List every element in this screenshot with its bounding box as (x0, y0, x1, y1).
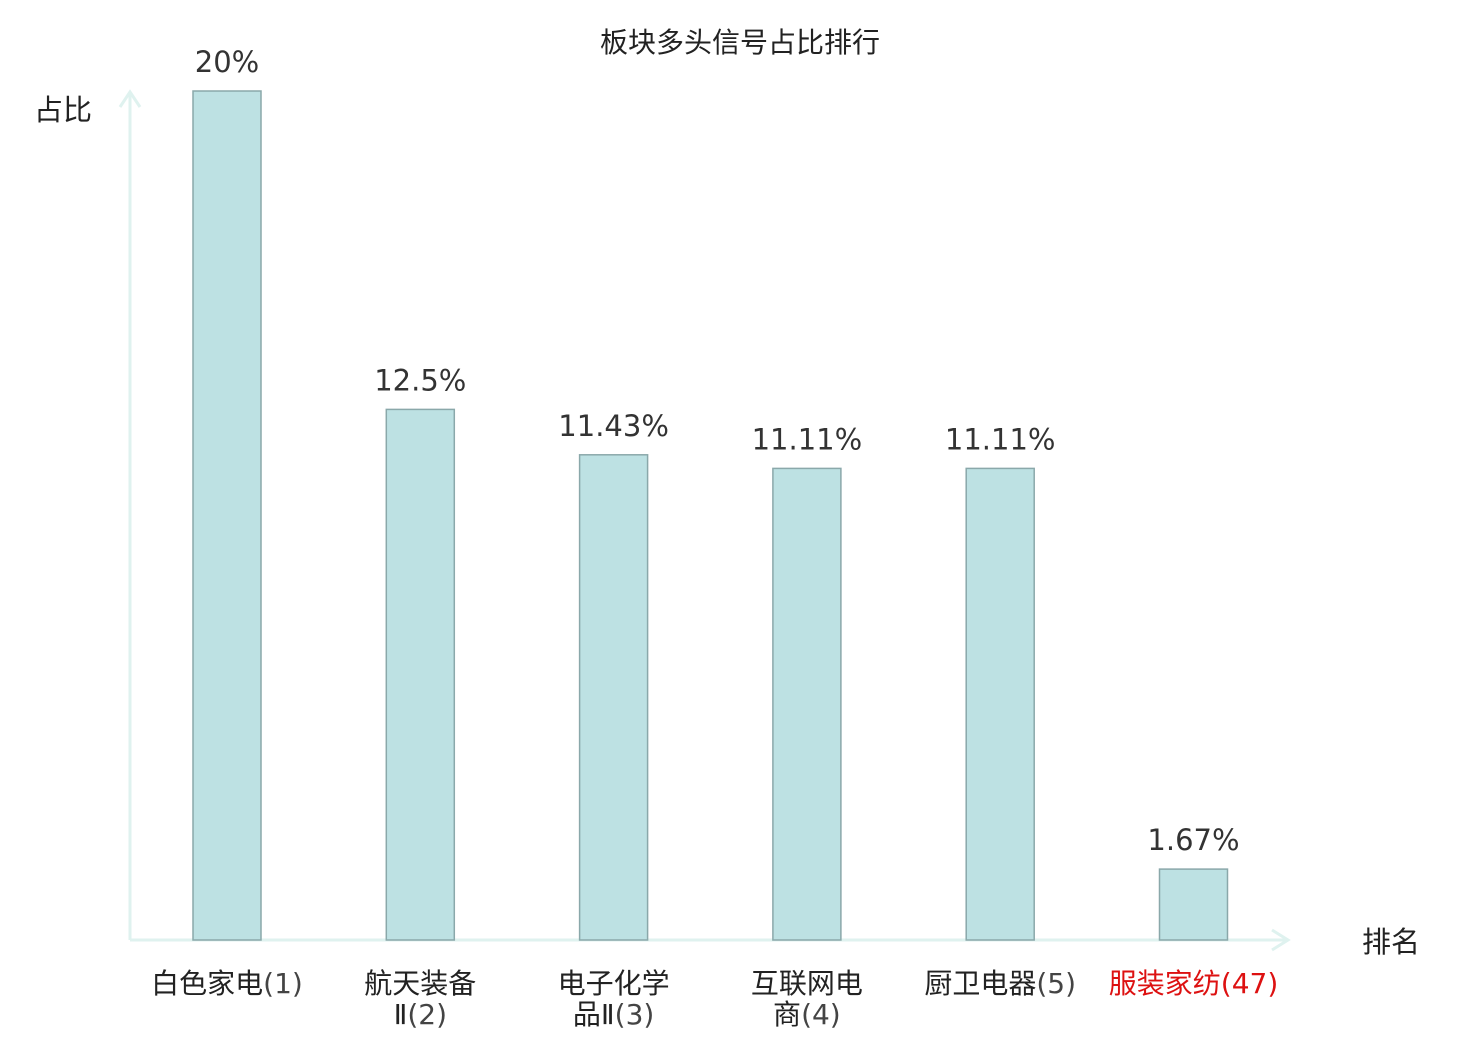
data-label: 11.11% (945, 422, 1056, 456)
x-axis (130, 928, 1291, 952)
x-tick-label-name: 品Ⅱ (573, 998, 615, 1031)
chart-title: 板块多头信号占比排行 (600, 26, 880, 59)
x-tick-label: 服装家纺(47) (1109, 967, 1279, 1000)
x-tick-label-line: 互联网电 (751, 967, 863, 1000)
x-tick-label-line: 商(4) (773, 998, 841, 1031)
x-tick-label-name: 服装家纺 (1109, 967, 1221, 1000)
data-label: 12.5% (374, 363, 466, 397)
x-tick-label-name: 商 (773, 998, 801, 1031)
data-label: 20% (195, 45, 259, 79)
x-axis-label: 排名 (1362, 925, 1420, 959)
category-labels-group: 白色家电(1) 航天装备 Ⅱ(2) 电子化学品Ⅱ(3) 互联网电商(4) 厨卫电器(5) 服… (151, 967, 1278, 1031)
x-tick-label-line: 电子化学 (558, 967, 670, 1000)
bar (772, 467, 842, 941)
x-tick-label-line: 服装家纺(47) (1109, 967, 1279, 1000)
x-tick-label-line: 航天装备 (364, 967, 476, 1000)
x-tick-label: 白色家电(1) (151, 967, 303, 1000)
bar (965, 467, 1035, 941)
x-tick-label-rank: (3) (615, 998, 655, 1031)
x-tick-label: 互联网电商(4) (751, 967, 863, 1031)
bars-group (192, 90, 1229, 941)
x-tick-label-line: 品Ⅱ(3) (573, 998, 654, 1031)
x-axis-arrow (1271, 928, 1291, 952)
bar (1158, 868, 1229, 941)
x-tick-label-name: Ⅱ (394, 998, 408, 1031)
x-tick-label-name: 航天装备 (364, 967, 476, 1000)
x-tick-label-rank: (2) (407, 998, 447, 1031)
x-tick-label-line: 白色家电(1) (151, 967, 303, 1000)
x-tick-label-line: 厨卫电器(5) (924, 967, 1076, 1000)
y-axis-arrow (118, 89, 142, 108)
x-tick-label-rank: (1) (263, 967, 303, 1000)
x-tick-label-name: 互联网电 (751, 967, 863, 1000)
x-tick-label: 航天装备 Ⅱ(2) (364, 967, 476, 1031)
x-tick-label-rank: (5) (1036, 967, 1076, 1000)
bar (192, 90, 262, 941)
x-tick-label: 厨卫电器(5) (924, 967, 1076, 1000)
data-label: 11.11% (752, 422, 863, 456)
bar (578, 454, 649, 941)
x-tick-label-rank: (4) (801, 998, 841, 1031)
x-tick-label-name: 白色家电 (151, 967, 263, 1000)
x-tick-label-line: Ⅱ(2) (394, 998, 447, 1031)
y-axis (118, 89, 142, 940)
bar (385, 408, 456, 941)
y-axis-label: 占比 (34, 93, 92, 127)
x-tick-label: 电子化学品Ⅱ(3) (558, 967, 670, 1031)
x-tick-label-name: 电子化学 (558, 967, 670, 1000)
x-tick-label-name: 厨卫电器 (924, 967, 1036, 1000)
value-labels-group: 20% 12.5% 11.43% 11.11% 11.11% 1.67% (195, 45, 1240, 857)
data-label: 11.43% (558, 409, 669, 443)
x-tick-label-rank: (47) (1221, 967, 1278, 1000)
data-label: 1.67% (1147, 823, 1239, 857)
